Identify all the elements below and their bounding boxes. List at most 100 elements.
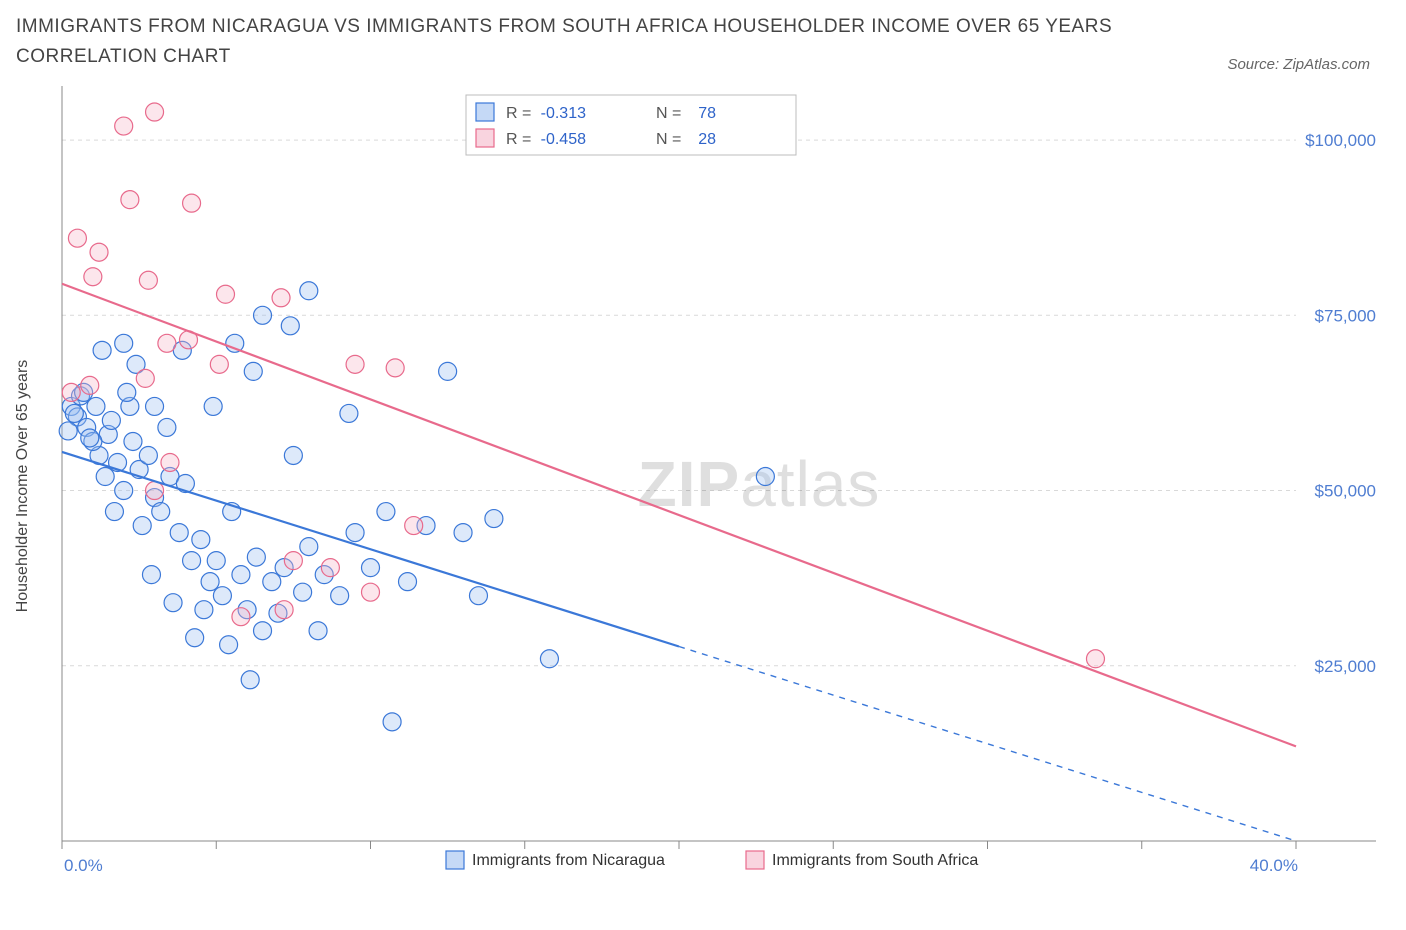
svg-text:R =: R = xyxy=(506,131,531,148)
scatter-point xyxy=(158,334,176,352)
scatter-point xyxy=(377,502,395,520)
scatter-point xyxy=(170,523,188,541)
scatter-point xyxy=(207,551,225,569)
scatter-point xyxy=(158,418,176,436)
scatter-point xyxy=(405,516,423,534)
scatter-point xyxy=(272,289,290,307)
scatter-point xyxy=(183,194,201,212)
y-axis-label: Householder Income Over 65 years xyxy=(14,359,32,612)
scatter-point xyxy=(115,481,133,499)
scatter-point xyxy=(294,583,312,601)
scatter-point xyxy=(362,583,380,601)
scatter-point xyxy=(139,446,157,464)
svg-text:78: 78 xyxy=(698,105,716,122)
scatter-point xyxy=(81,429,99,447)
scatter-point xyxy=(213,586,231,604)
scatter-point xyxy=(136,369,154,387)
scatter-point xyxy=(756,467,774,485)
scatter-point xyxy=(346,523,364,541)
svg-text:N =: N = xyxy=(656,131,681,148)
scatter-point xyxy=(469,586,487,604)
y-tick-label: $75,000 xyxy=(1315,306,1376,325)
svg-text:-0.313: -0.313 xyxy=(541,105,586,122)
x-tick-label: 40.0% xyxy=(1250,856,1298,875)
y-tick-label: $50,000 xyxy=(1315,481,1376,500)
legend-label: Immigrants from Nicaragua xyxy=(472,852,665,869)
scatter-point xyxy=(81,376,99,394)
scatter-point xyxy=(105,502,123,520)
scatter-point xyxy=(93,341,111,359)
scatter-point xyxy=(232,565,250,583)
scatter-point xyxy=(281,317,299,335)
scatter-point xyxy=(164,593,182,611)
scatter-point xyxy=(124,432,142,450)
scatter-point xyxy=(118,383,136,401)
chart-container: Householder Income Over 65 years $25,000… xyxy=(16,81,1390,891)
svg-text:R =: R = xyxy=(506,105,531,122)
scatter-point xyxy=(62,383,80,401)
scatter-point xyxy=(485,509,503,527)
scatter-point xyxy=(186,629,204,647)
scatter-point xyxy=(284,446,302,464)
scatter-point xyxy=(161,453,179,471)
scatter-point xyxy=(96,467,114,485)
scatter-point xyxy=(139,271,157,289)
scatter-point xyxy=(362,558,380,576)
scatter-point xyxy=(454,523,472,541)
scatter-point xyxy=(309,622,327,640)
scatter-point xyxy=(263,572,281,590)
scatter-point xyxy=(321,558,339,576)
scatter-point xyxy=(254,622,272,640)
y-tick-label: $25,000 xyxy=(1315,657,1376,676)
scatter-point xyxy=(115,334,133,352)
scatter-point xyxy=(59,422,77,440)
scatter-point xyxy=(275,600,293,618)
stats-legend: R = -0.313 N = 78 R = -0.458 N = 28 xyxy=(466,95,796,155)
scatter-point xyxy=(244,362,262,380)
scatter-point xyxy=(84,268,102,286)
scatter-point xyxy=(183,551,201,569)
scatter-point xyxy=(217,285,235,303)
scatter-point xyxy=(386,359,404,377)
scatter-point xyxy=(87,397,105,415)
scatter-point xyxy=(232,607,250,625)
y-tick-label: $100,000 xyxy=(1305,131,1376,150)
scatter-point xyxy=(300,282,318,300)
scatter-point xyxy=(210,355,228,373)
scatter-point xyxy=(247,548,265,566)
scatter-point xyxy=(340,404,358,422)
scatter-point xyxy=(142,565,160,583)
legend-label: Immigrants from South Africa xyxy=(772,852,978,869)
scatter-point xyxy=(146,397,164,415)
scatter-point xyxy=(331,586,349,604)
svg-text:-0.458: -0.458 xyxy=(541,131,586,148)
x-tick-label: 0.0% xyxy=(64,856,103,875)
scatter-point xyxy=(68,229,86,247)
chart-source: Source: ZipAtlas.com xyxy=(1227,56,1370,73)
scatter-point xyxy=(152,502,170,520)
scatter-chart: $25,000$50,000$75,000$100,0000.0%40.0%ZI… xyxy=(16,81,1386,891)
scatter-point xyxy=(121,190,139,208)
scatter-point xyxy=(146,103,164,121)
scatter-point xyxy=(284,551,302,569)
scatter-point xyxy=(195,600,213,618)
chart-title: IMMIGRANTS FROM NICARAGUA VS IMMIGRANTS … xyxy=(16,12,1116,73)
scatter-point xyxy=(346,355,364,373)
scatter-point xyxy=(65,404,83,422)
scatter-point xyxy=(201,572,219,590)
svg-text:N =: N = xyxy=(656,105,681,122)
svg-text:28: 28 xyxy=(698,131,716,148)
scatter-point xyxy=(90,243,108,261)
scatter-point xyxy=(115,117,133,135)
scatter-point xyxy=(192,530,210,548)
scatter-point xyxy=(1086,650,1104,668)
scatter-point xyxy=(383,713,401,731)
scatter-point xyxy=(399,572,417,590)
scatter-point xyxy=(220,636,238,654)
scatter-point xyxy=(102,411,120,429)
scatter-point xyxy=(540,650,558,668)
scatter-point xyxy=(439,362,457,380)
scatter-point xyxy=(133,516,151,534)
scatter-point xyxy=(241,671,259,689)
scatter-point xyxy=(254,306,272,324)
